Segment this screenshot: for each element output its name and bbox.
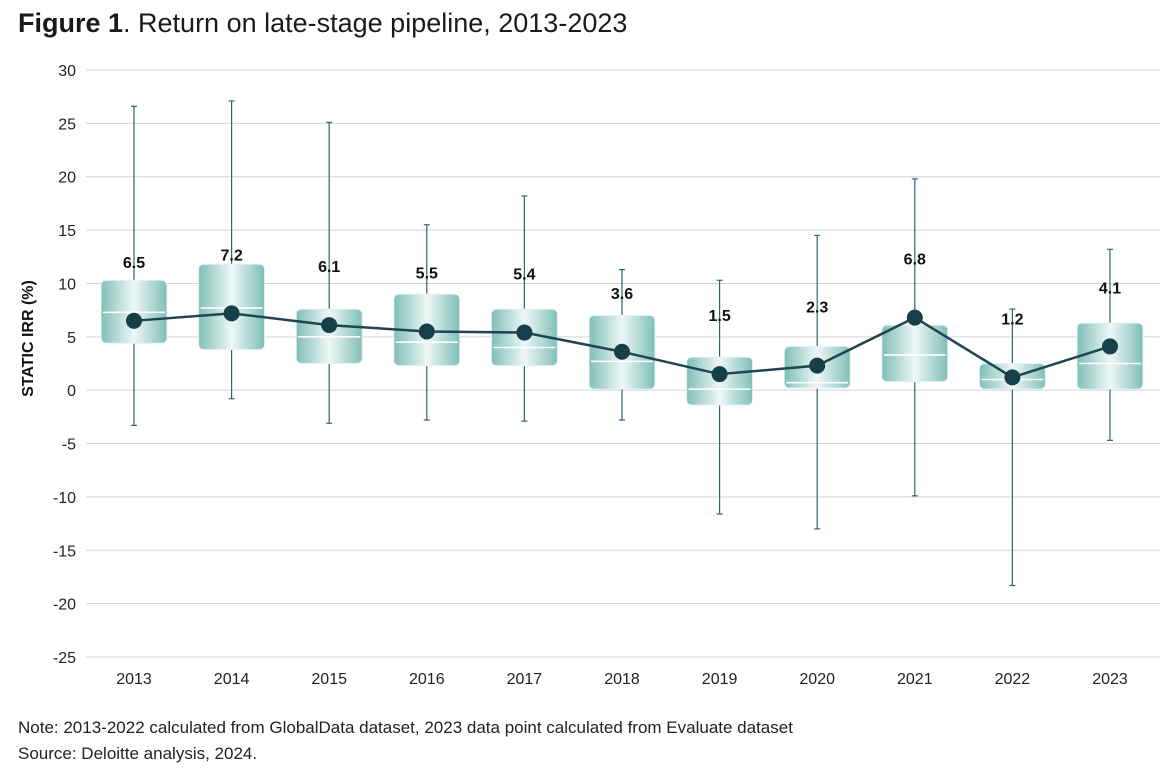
box (881, 324, 949, 383)
y-tick-label: -25 (53, 650, 76, 667)
y-tick-label: 20 (58, 170, 76, 187)
value-label: 1.5 (708, 308, 730, 325)
y-axis-label: STATIC IRR (%) (20, 280, 37, 397)
mean-markers (126, 305, 1118, 386)
x-tick-label: 2018 (604, 671, 640, 688)
mean-marker (1102, 338, 1118, 355)
y-tick-label: 15 (58, 223, 76, 240)
y-tick-label: 25 (58, 116, 76, 133)
y-tick-label: 30 (58, 63, 76, 80)
x-tick-label: 2014 (214, 671, 250, 688)
x-tick-label: 2019 (702, 671, 738, 688)
x-tick-label: 2015 (311, 671, 347, 688)
figure-caption: . Return on late-stage pipeline, 2013-20… (123, 8, 628, 38)
y-tick-label: -15 (53, 543, 76, 560)
source-text: Source: Deloitte analysis, 2024. (18, 744, 258, 763)
mean-marker (418, 323, 435, 340)
mean-marker (1004, 369, 1021, 386)
mean-marker (126, 312, 142, 329)
value-label: 6.8 (904, 252, 926, 269)
mean-marker (809, 357, 826, 374)
x-tick-label: 2020 (799, 671, 835, 688)
mean-marker (711, 366, 728, 383)
value-label: 3.6 (611, 286, 633, 303)
value-label: 5.4 (513, 267, 535, 284)
mean-marker (614, 343, 630, 360)
mean-marker (906, 309, 923, 326)
y-tick-label: -5 (62, 437, 76, 454)
box (1076, 322, 1144, 390)
y-tick-label: 10 (58, 276, 76, 293)
x-tick-label: 2021 (897, 671, 933, 688)
note-text: Note: 2013-2022 calculated from GlobalDa… (18, 718, 793, 737)
y-tick-label: -20 (53, 597, 76, 614)
x-tick-label: 2013 (116, 671, 152, 688)
x-axis-ticks: 2013 2014 2015 2016 2017 2018 2019 2020 2021 2022… (116, 671, 1128, 688)
value-label: 7.2 (220, 247, 242, 264)
chart-title: Figure 1. Return on late-stage pipeline,… (18, 8, 627, 39)
value-labels: 6.5 7.2 6.1 5.5 5.4 3.6 1.5 2.3 6.8 1.2 4.1 (123, 247, 1121, 328)
boxes (100, 263, 1144, 406)
value-label: 4.1 (1099, 280, 1121, 297)
mean-marker (321, 317, 338, 334)
value-label: 5.5 (416, 265, 438, 282)
x-tick-label: 2017 (507, 671, 543, 688)
y-tick-label: 5 (67, 330, 76, 347)
x-tick-label: 2023 (1092, 671, 1128, 688)
y-axis-ticks: 30 25 20 15 10 5 0 -5 -10 -15 -20 -25 (53, 63, 76, 667)
y-tick-label: 0 (67, 383, 76, 400)
y-tick-label: -10 (53, 490, 76, 507)
value-label: 6.1 (318, 259, 340, 276)
value-label: 6.5 (123, 255, 145, 272)
x-tick-label: 2022 (995, 671, 1031, 688)
mean-marker (223, 305, 240, 322)
x-tick-label: 2016 (409, 671, 445, 688)
value-label: 2.3 (806, 300, 828, 317)
mean-marker (516, 324, 533, 341)
figure-number: Figure 1 (18, 8, 124, 38)
value-label: 1.2 (1001, 311, 1023, 328)
